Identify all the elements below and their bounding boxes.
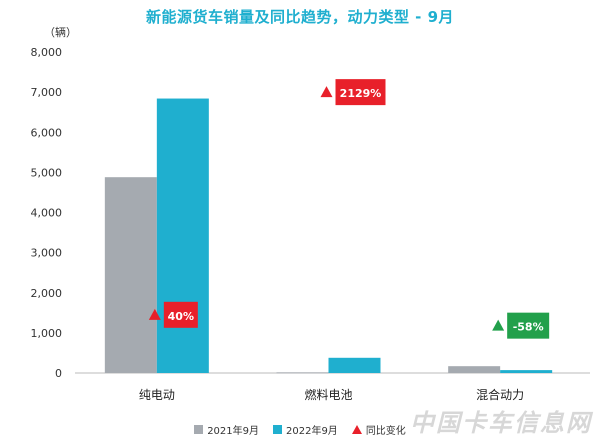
legend-label-yoy: 同比变化: [365, 426, 406, 437]
yoy-label-box: [335, 79, 386, 106]
watermark: 中国卡车信息网: [410, 409, 592, 437]
x-tick-label: 燃料电池: [304, 387, 352, 402]
yoy-label-box: [163, 301, 198, 328]
legend-item-2021: 2021年9月: [194, 422, 259, 437]
y-tick-label: 3,000: [31, 247, 63, 260]
legend-label-2022: 2022年9月: [286, 426, 338, 437]
yoy-label: 2129%: [340, 87, 382, 100]
triangle-up-icon: [351, 425, 362, 434]
chart-plot-area: 0 1,000 2,000 3,000 4,000 5,000 6,000 7,000 8,00…: [31, 46, 590, 402]
yoy-label: 40%: [168, 310, 194, 323]
y-tick-label: 4,000: [31, 207, 63, 220]
bar-2021: [448, 366, 501, 373]
yoy-label: -58%: [513, 321, 544, 334]
y-tick-label: 5,000: [31, 166, 63, 179]
chart-title: 新能源货车销量及同比趋势，动力类型 - 9月: [145, 8, 455, 26]
chart-legend: 2021年9月 2022年9月 同比变化: [0, 422, 600, 437]
bar-2022: [156, 98, 209, 374]
yoy-triangle-marker: [148, 308, 161, 320]
bar-2022: [500, 370, 553, 373]
x-tick-label: 混合动力: [476, 387, 524, 402]
legend-item-yoy: 同比变化: [351, 422, 406, 437]
yoy-label-box: [507, 312, 550, 339]
legend-swatch-2021: [194, 425, 204, 434]
y-axis-unit-label: （辆）: [44, 26, 77, 39]
y-tick-label: 7,000: [31, 86, 63, 99]
legend-label-2021: 2021年9月: [207, 426, 259, 437]
y-tick-label: 0: [55, 367, 62, 380]
legend-item-2022: 2022年9月: [273, 422, 338, 437]
yoy-triangle-marker: [492, 319, 505, 331]
x-tick-label: 纯电动: [139, 388, 175, 402]
yoy-triangle-marker: [320, 86, 333, 98]
y-tick-label: 2,000: [31, 287, 63, 300]
legend-swatch-2022: [273, 425, 282, 434]
y-tick-label: 8,000: [31, 46, 63, 59]
y-tick-label: 6,000: [31, 126, 63, 139]
bar-2022: [328, 357, 381, 373]
bar-2021: [104, 177, 157, 373]
bar-2021: [276, 372, 329, 374]
y-tick-label: 1,000: [31, 327, 63, 340]
